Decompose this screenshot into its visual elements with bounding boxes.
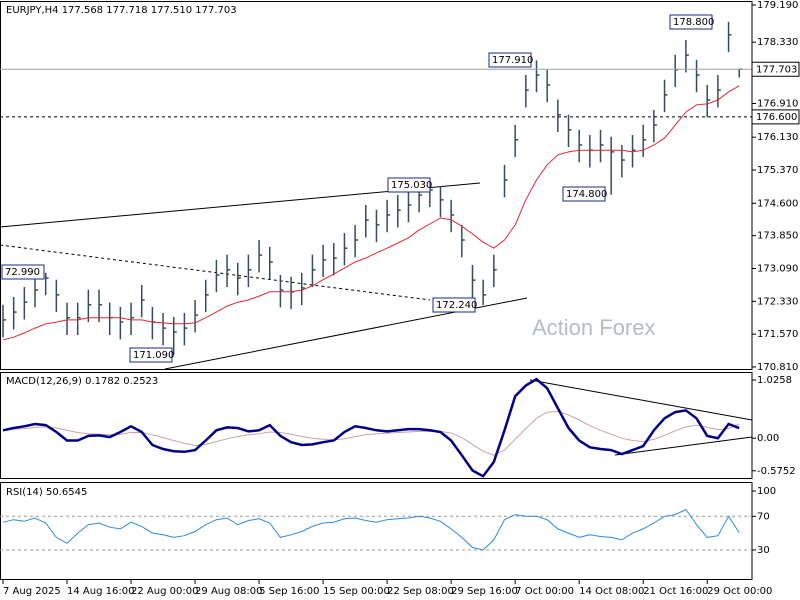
price-label-box [751,61,800,77]
y-tick-label: 30 [757,545,770,556]
x-tick-label: 22 Sep 08:00 [387,586,454,597]
chart-title: EURJPY,H4 177.568 177.718 177.510 177.70… [6,5,237,16]
x-tick-label: 29 Sep 16:00 [451,586,518,597]
x-tick-label: 5 Sep 16:00 [259,586,319,597]
annotation-box [1,264,45,280]
price-panel [0,1,753,370]
watermark: Action Forex [532,315,656,340]
x-tick-label: 7 Oct 00:00 [515,586,574,597]
rsi-line [2,508,740,551]
rsi-title: RSI(14) 50.6545 [6,487,87,498]
y-tick-label: 178.330 [757,37,798,48]
annotation: 175.030 [391,180,432,191]
trend-line [614,436,753,456]
price-label-box [751,109,800,125]
y-tick-label: 0.00 [757,433,779,444]
y-tick-label: 174.600 [757,198,798,209]
x-tick-label: 29 Aug 08:00 [195,586,262,597]
annotation-box [129,347,173,363]
x-tick-label: 21 Oct 16:00 [643,586,708,597]
y-tick-label: 1.0258 [757,375,792,386]
x-tick-label: 15 Sep 00:00 [323,586,390,597]
x-tick-label: 14 Aug 16:00 [67,586,134,597]
y-tick-label: 175.370 [757,165,798,176]
current-price-label: 177.703 [756,64,797,75]
y-tick-label: 176.910 [757,99,798,110]
annotation-box [488,52,532,68]
annotation-box [669,14,713,30]
x-tick-label: 7 Aug 2025 [3,586,61,597]
moving-average [2,85,740,341]
annotation-box [562,186,606,202]
annotation: 72.990 [5,267,40,278]
y-tick-label: 100 [757,486,776,497]
x-tick-label: 29 Oct 00:00 [707,586,772,597]
annotation: 178.800 [673,17,714,28]
x-tick-label: 14 Oct 08:00 [579,586,644,597]
macd-title: MACD(12,26,9) 0.1782 0.2523 [6,376,158,387]
trend-line [0,244,431,301]
annotation-box [387,177,431,193]
y-tick-label: 170.810 [757,362,798,373]
level-label: 176.600 [756,112,797,123]
annotation: 177.910 [492,55,533,66]
y-tick-label: -0.5752 [757,466,796,477]
macd-panel [0,372,753,479]
macd-line [2,377,740,478]
y-tick-label: 176.130 [757,132,798,143]
y-tick-label: 179.190 [757,0,798,11]
signal-line [2,410,740,456]
annotation: 171.090 [133,350,174,361]
y-tick-label: 171.570 [757,329,798,340]
y-tick-label: 173.090 [757,263,798,274]
y-tick-label: 172.330 [757,296,798,307]
y-tick-label: 70 [757,511,770,522]
y-tick-label: 173.850 [757,231,798,242]
annotation-box [432,297,476,313]
annotation: 172.240 [436,300,477,311]
rsi-panel [0,482,753,580]
trend-line [529,379,753,421]
x-tick-label: 22 Aug 00:00 [131,586,198,597]
annotation: 174.800 [566,189,607,200]
